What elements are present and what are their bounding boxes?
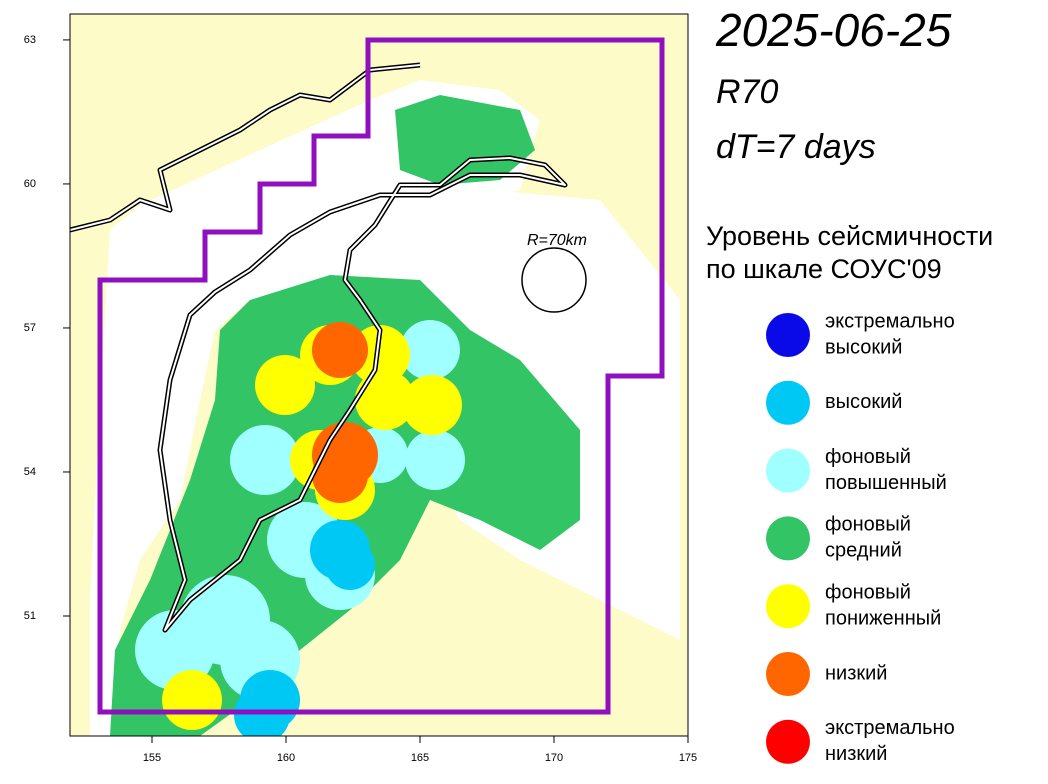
date-title: 2025-06-25 [715,4,952,56]
map-area: R=70km [70,14,688,736]
legend-label: фоновый [825,446,911,468]
x-tick-label: 175 [679,752,697,764]
legend-label: повышенный [825,472,947,494]
y-tick-label: 57 [24,322,36,334]
legend-label: низкий [825,662,887,684]
legend-label: фоновый [825,514,911,536]
legend-label: экстремально [825,717,955,739]
legend-swatch [766,380,810,425]
legend-label: высокий [825,336,902,358]
y-tick-label: 63 [24,34,36,46]
y-tick-label: 51 [24,610,36,622]
radius-title: R70 [716,73,778,111]
high-zone [234,520,375,736]
legend-swatch [766,584,810,629]
x-tick-label: 165 [411,752,429,764]
map-frame [69,13,689,737]
x-tick-label: 170 [545,752,563,764]
legend-label: низкий [825,743,887,765]
legend-label: средний [825,540,902,562]
legend-label: экстремально [825,310,955,332]
legend-label: фоновый [825,581,911,603]
legend-swatch [766,448,810,493]
legend-label: пониженный [825,607,941,629]
study-region [97,37,665,715]
legend-swatch [766,719,810,764]
legend-label: высокий [825,391,902,413]
legend-swatch [766,652,810,696]
x-tick-label: 155 [143,752,161,764]
legend-title: Уровень сейсмичности [706,221,993,251]
legend-title: по шкале СОУС'09 [706,254,942,284]
legend-swatch [766,313,810,357]
y-tick-label: 54 [24,466,36,478]
y-tick-label: 60 [24,178,36,190]
radius-circle [521,247,587,313]
coastline [70,62,568,633]
x-tick-label: 160 [277,752,295,764]
period-title: dT=7 days [716,128,876,166]
legend-swatch [766,516,810,561]
green-zone [395,95,535,185]
radius-label: R=70km [527,232,587,249]
